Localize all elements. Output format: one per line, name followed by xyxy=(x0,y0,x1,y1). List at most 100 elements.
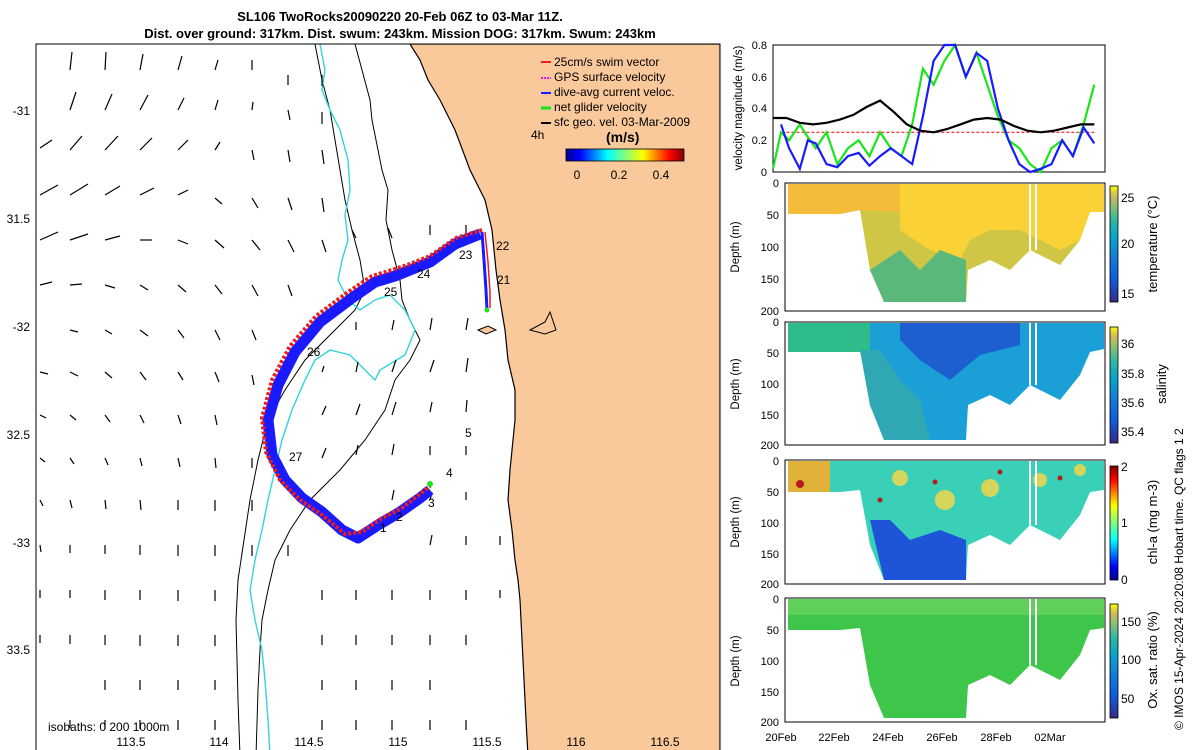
chla-section xyxy=(788,461,1104,580)
figure-subtitle: Dist. over ground: 317km. Dist. swum: 24… xyxy=(144,26,656,41)
vel-y-label: velocity magnitude (m/s) xyxy=(733,46,745,171)
salinity-salty xyxy=(900,323,1020,380)
figure-title: SL106 TwoRocks20090220 20-Feb 06Z to 03-… xyxy=(237,9,563,24)
velocity-series-line xyxy=(779,43,1096,174)
temp-y-tick: 50 xyxy=(767,210,779,222)
day-label: 2 xyxy=(396,510,403,524)
legend-label: net glider velocity xyxy=(554,100,647,114)
temp-cb-tick: 15 xyxy=(1121,287,1135,301)
sal-y-tick: 150 xyxy=(761,410,779,422)
time-tick: 26Feb xyxy=(926,732,957,744)
chla-cb-tick: 0 xyxy=(1121,573,1128,587)
day-label: 3 xyxy=(428,496,435,510)
legend-label: dive-avg current veloc. xyxy=(554,85,675,99)
temp-cb-tick: 25 xyxy=(1121,191,1135,205)
chla-surface-high xyxy=(788,461,830,492)
sal-y-tick: 0 xyxy=(773,317,779,329)
time-tick: 24Feb xyxy=(872,732,903,744)
oxy-y-tick: 100 xyxy=(761,656,779,668)
time-axis: 20Feb 22Feb 24Feb 26Feb 28Feb 02Mar xyxy=(765,732,1066,744)
day-label: 1 xyxy=(380,521,387,535)
map-panel: 1 2 3 4 5 21 22 23 24 25 26 27 113.5 114… xyxy=(7,43,721,750)
sal-cb-tick: 35.4 xyxy=(1121,425,1145,439)
map-x-ticks: 113.5 114 114.5 115 115.5 116 116.5 xyxy=(116,735,679,749)
velocity-series-group xyxy=(771,42,1096,174)
sal-y-tick: 100 xyxy=(761,379,779,391)
day-label: 26 xyxy=(307,345,321,359)
chla-hotspots xyxy=(796,469,1063,503)
temp-colorbar-ticks: 25 20 15 xyxy=(1121,191,1135,301)
legend-label: GPS surface velocity xyxy=(554,70,665,84)
temperature-mid xyxy=(900,184,1104,260)
sal-cb-tick: 36 xyxy=(1121,337,1135,351)
chla-y-ticks: 0 50 100 150 200 xyxy=(761,456,779,591)
oxygen-panel: 0 50 100 150 200 Depth (m) 150 100 50 Ox… xyxy=(730,594,1160,729)
temp-y-label: Depth (m) xyxy=(730,221,742,272)
sal-y-tick: 200 xyxy=(761,440,779,452)
day-label: 5 xyxy=(465,426,472,440)
legend-label: sfc geo. vel. 03-Mar-2009 xyxy=(554,115,690,129)
oxy-colorbar xyxy=(1109,603,1119,719)
map-y-tick-label: -32 xyxy=(13,320,31,334)
vel-y-tick: 0.2 xyxy=(752,135,767,147)
oxy-y-label: Depth (m) xyxy=(730,635,742,686)
map-y-tick-label: -33 xyxy=(13,536,31,550)
chla-patches xyxy=(892,464,1086,510)
oxygen-section xyxy=(788,599,1104,718)
chla-y-tick: 50 xyxy=(767,487,779,499)
temp-y-ticks: 0 50 100 150 200 xyxy=(761,178,779,318)
isobath-1000m xyxy=(235,44,366,750)
time-tick: 20Feb xyxy=(765,732,796,744)
map-x-tick-label: 116.5 xyxy=(650,735,679,749)
map-x-tick-label: 115.5 xyxy=(472,735,501,749)
day-label: 24 xyxy=(417,267,431,281)
oxy-y-tick: 50 xyxy=(767,625,779,637)
chla-panel: 0 50 100 150 200 Depth (m) 2 1 0 chl-a (… xyxy=(730,456,1160,591)
vel-y-tick: 0 xyxy=(761,167,767,179)
day-label: 4 xyxy=(446,466,453,480)
isobath-label: isobaths: 0 200 1000m xyxy=(48,720,169,734)
map-y-tick-label: 33.5 xyxy=(7,643,31,657)
track-leg-north-red xyxy=(484,231,491,308)
chla-cb-tick: 1 xyxy=(1121,516,1128,530)
map-y-tick-label: -31 xyxy=(13,104,31,118)
chla-cb-tick: 2 xyxy=(1121,460,1128,474)
glider-position-start xyxy=(427,481,433,487)
sal-cb-tick: 35.6 xyxy=(1121,396,1145,410)
day-label: 23 xyxy=(459,248,473,262)
oxy-y-ticks: 0 50 100 150 200 xyxy=(761,594,779,729)
day-labels: 1 2 3 4 5 21 22 23 24 25 26 27 xyxy=(289,239,511,535)
chla-colorbar-label: chl-a (mg m-3) xyxy=(1145,480,1160,565)
chla-y-tick: 150 xyxy=(761,549,779,561)
map-y-ticks: -31 31.5 -32 32.5 -33 33.5 xyxy=(7,104,31,657)
sal-cb-tick: 35.8 xyxy=(1121,367,1145,381)
map-y-tick-label: 32.5 xyxy=(7,428,31,442)
map-x-tick-label: 114.5 xyxy=(294,735,323,749)
map-x-tick-label: 114 xyxy=(209,735,228,749)
map-colorbar: 4h (m/s) 0 0.2 0.4 xyxy=(531,128,685,182)
legend-label: 25cm/s swim vector xyxy=(554,55,659,69)
land-shape xyxy=(409,44,720,750)
section-data-gaps xyxy=(1029,184,1037,665)
isobath-cyan xyxy=(249,44,416,750)
isobath-200m xyxy=(255,44,421,750)
chla-y-tick: 200 xyxy=(761,579,779,591)
temp-y-tick: 0 xyxy=(773,178,779,190)
vel-y-tick: 0.4 xyxy=(752,103,767,115)
velocity-arrow-field xyxy=(39,51,501,730)
temperature-cold xyxy=(870,250,966,302)
oxy-y-tick: 200 xyxy=(761,717,779,729)
glider-track xyxy=(260,228,491,544)
chla-y-tick: 100 xyxy=(761,518,779,530)
oxy-cb-tick: 100 xyxy=(1121,653,1141,667)
island-rottnest xyxy=(476,325,498,335)
chla-colorbar-ticks: 2 1 0 xyxy=(1121,460,1128,587)
colorbar-note: 4h xyxy=(531,128,544,142)
time-tick: 02Mar xyxy=(1034,732,1066,744)
map-x-tick-label: 116 xyxy=(566,735,585,749)
land-inlet xyxy=(528,310,557,335)
temp-colorbar xyxy=(1109,185,1119,303)
colorbar-gradient xyxy=(565,148,685,162)
sal-colorbar-ticks: 36 35.8 35.6 35.4 xyxy=(1121,337,1145,439)
